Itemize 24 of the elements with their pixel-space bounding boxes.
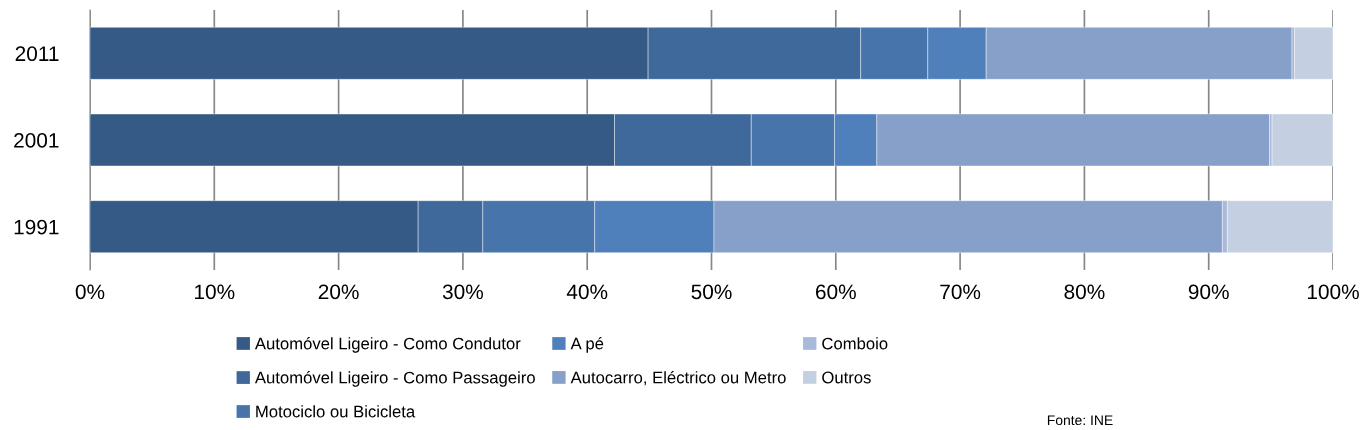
x-tick-label: 40% bbox=[566, 284, 608, 300]
x-tick-label: 0% bbox=[75, 284, 105, 300]
legend-label: Outros bbox=[822, 371, 871, 384]
legend-label: Autocarro, Eléctrico ou Metro bbox=[570, 370, 786, 386]
legend-label: Automóvel Ligeiro - Como Passageiro bbox=[254, 371, 535, 387]
source-note: Fonte: INE bbox=[1047, 415, 1113, 426]
x-tick-label: 100% bbox=[1307, 284, 1359, 300]
legend-label: Motociclo ou Bicicleta bbox=[256, 405, 416, 418]
legend-label: Comboio bbox=[822, 337, 888, 350]
x-tick-label: 50% bbox=[691, 284, 732, 300]
legend-label: Automóvel Ligeiro - Como Condutor bbox=[254, 337, 521, 353]
x-tick-label: 20% bbox=[318, 284, 359, 300]
y-tick-label: 2001 bbox=[14, 133, 59, 148]
legend-label: A pé bbox=[570, 337, 604, 353]
bar bbox=[1294, 27, 1333, 80]
x-tick-label: 80% bbox=[1064, 284, 1105, 300]
y-tick-label: 1991 bbox=[14, 219, 59, 235]
x-tick-label: 90% bbox=[1188, 284, 1229, 300]
x-tick-label: 60% bbox=[816, 284, 856, 300]
bar bbox=[1271, 113, 1333, 167]
x-tick-label: 70% bbox=[940, 284, 981, 300]
x-tick-label: 10% bbox=[195, 284, 235, 300]
y-tick-label: 2011 bbox=[15, 46, 59, 62]
x-tick-label: 30% bbox=[442, 284, 484, 300]
